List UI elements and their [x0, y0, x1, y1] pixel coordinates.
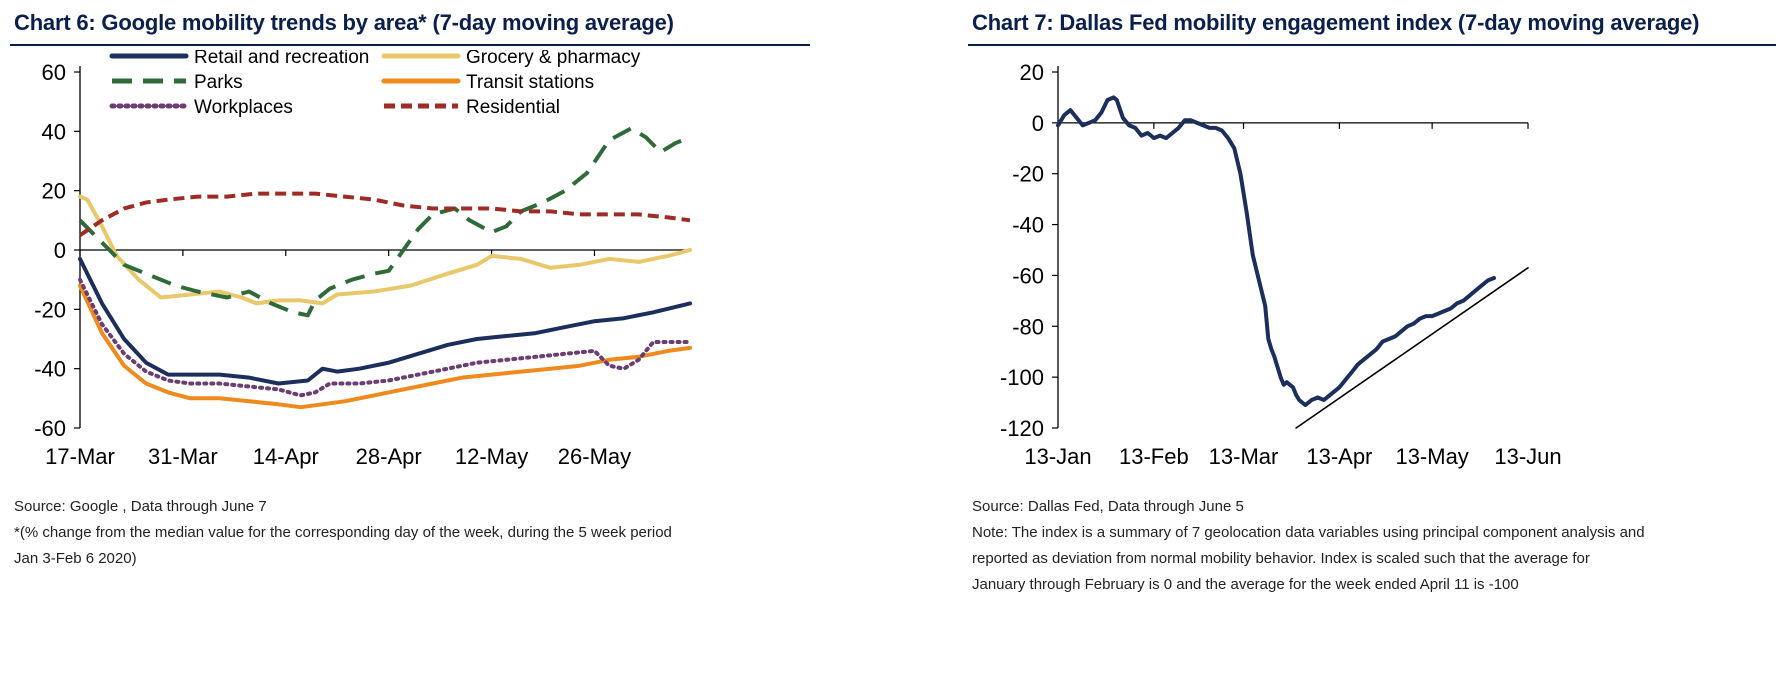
chart-7-series-trend-line: [1295, 267, 1529, 429]
chart-7-xtick-label: 13-Jun: [1494, 444, 1561, 469]
chart-6-source: Source: Google , Data through June 7: [14, 498, 267, 515]
chart-7-ytick-label: -80: [1012, 314, 1044, 339]
chart-7-notes: Source: Dallas Fed, Data through June 5 …: [972, 494, 1645, 598]
chart-6-series-retail-and-recreation: [78, 256, 692, 386]
legend-label-grocery-pharmacy: Grocery & pharmacy: [466, 50, 641, 68]
chart-6-ytick-label: 20: [42, 179, 66, 204]
chart-6-note-line-1: *(% change from the median value for the…: [14, 524, 672, 541]
legend-label-retail-and-recreation: Retail and recreation: [194, 50, 369, 68]
chart-6-ytick-label: 60: [42, 60, 66, 85]
chart-7-ytick-label: -20: [1012, 162, 1044, 187]
chart-6-series-transit-stations: [78, 283, 692, 410]
chart-6-notes: Source: Google , Data through June 7 *(%…: [14, 494, 672, 572]
chart-6-xtick-label: 26-May: [558, 444, 631, 469]
chart-6-note-line-2: Jan 3-Feb 6 2020): [14, 550, 137, 567]
chart-6-xtick-label: 31-Mar: [148, 444, 218, 469]
chart-6-ytick-label: 40: [42, 119, 66, 144]
chart-6-series-workplaces: [78, 277, 692, 398]
chart-6-panel: Chart 6: Google mobility trends by area*…: [0, 0, 830, 687]
chart-7-ytick-label: 0: [1032, 111, 1044, 136]
chart-7-ytick-label: -60: [1012, 263, 1044, 288]
chart-7-xtick-label: 13-Apr: [1306, 444, 1372, 469]
chart-6-ytick-label: 0: [54, 238, 66, 263]
chart-6-series-grocery-pharmacy: [78, 194, 692, 306]
chart-7-panel: Chart 7: Dallas Fed mobility engagement …: [958, 0, 1782, 687]
chart-7-series-mobility-engagement-index: [1056, 95, 1496, 408]
chart-6-title-rule: [10, 44, 810, 46]
chart-6-xtick-label: 14-Apr: [253, 444, 319, 469]
chart-6-xtick-label: 28-Apr: [356, 444, 422, 469]
chart-7-source: Source: Dallas Fed, Data through June 5: [972, 498, 1244, 515]
chart-6-xtick-label: 12-May: [455, 444, 528, 469]
chart-7-xtick-label: 13-Mar: [1209, 444, 1279, 469]
legend-label-parks: Parks: [194, 72, 243, 93]
legend-label-transit-stations: Transit stations: [466, 72, 594, 93]
chart-7-xtick-label: 13-May: [1395, 444, 1468, 469]
chart-7-ytick-label: 20: [1020, 60, 1044, 85]
chart-6-series-residential: [78, 191, 691, 237]
chart-6-ytick-label: -20: [34, 297, 66, 322]
chart-7-title: Chart 7: Dallas Fed mobility engagement …: [972, 10, 1700, 35]
chart-7-note-line-1: Note: The index is a summary of 7 geoloc…: [972, 524, 1645, 541]
chart-6-series-parks: [78, 126, 691, 318]
chart-7-xtick-label: 13-Jan: [1024, 444, 1091, 469]
chart-7-ytick-label: -120: [1000, 416, 1044, 441]
chart-7-title-rule: [968, 44, 1776, 46]
chart-7-ytick-label: -100: [1000, 365, 1044, 390]
chart-7-note-line-3: January through February is 0 and the av…: [972, 576, 1519, 593]
legend-label-residential: Residential: [466, 97, 560, 118]
chart-7-xtick-label: 13-Feb: [1119, 444, 1189, 469]
chart-6-plot: 60 40 20 0 -20 -40 -60 17-Mar 31-Mar 14-Apr 28-Apr…: [34, 50, 692, 469]
chart-6-title: Chart 6: Google mobility trends by area*…: [14, 10, 674, 35]
chart-7-plot: 20 0 -20 -40 -60 -80 -100 -120 13-Jan 13-Feb 13-Ma…: [1000, 60, 1562, 469]
legend-label-workplaces: Workplaces: [194, 97, 293, 118]
chart-6-ytick-label: -40: [34, 357, 66, 382]
chart-7-note-line-2: reported as deviation from normal mobili…: [972, 550, 1590, 567]
chart-6-ytick-label: -60: [34, 416, 66, 441]
chart-6-xtick-label: 17-Mar: [45, 444, 115, 469]
chart-7-ytick-label: -40: [1012, 213, 1044, 238]
